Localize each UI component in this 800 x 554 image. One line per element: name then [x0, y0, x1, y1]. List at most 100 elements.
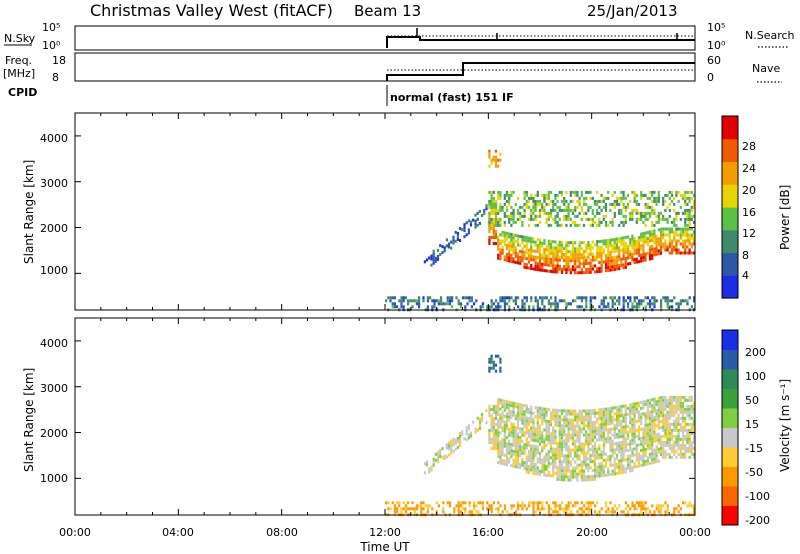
heatmap-cell [525, 416, 528, 420]
heatmap-cell [415, 299, 418, 303]
power-cbar-label: Power [dB] [778, 185, 792, 250]
heatmap-cell [554, 202, 557, 206]
heatmap-cell [593, 462, 597, 466]
heatmap-cell [554, 453, 557, 457]
heatmap-cell [644, 438, 647, 442]
heatmap-cell [534, 243, 537, 247]
heatmap-cell [519, 504, 522, 508]
heatmap-cell [688, 410, 691, 414]
heatmap-cell [560, 193, 564, 197]
heatmap-cell [426, 299, 429, 303]
heatmap-cell [618, 211, 621, 215]
heatmap-cell [686, 239, 689, 243]
heatmap-cell [499, 446, 502, 450]
heatmap-cell [459, 305, 462, 309]
heatmap-cell [479, 305, 482, 309]
power-colorbar-swatch [722, 207, 738, 231]
heatmap-cell [624, 241, 627, 245]
heatmap-cell [514, 260, 517, 264]
heatmap-cell [426, 507, 429, 511]
nave-tick-bottom: 0 [707, 71, 714, 84]
heatmap-cell [615, 432, 619, 436]
heatmap-cell [613, 243, 616, 247]
heatmap-cell [563, 265, 566, 268]
heatmap-cell [626, 448, 630, 452]
heatmap-cell [646, 196, 649, 200]
heatmap-cell [439, 455, 442, 458]
heatmap-cell [554, 462, 557, 466]
heatmap-cell [448, 299, 451, 303]
heatmap-cell [499, 254, 502, 258]
heatmap-cell [690, 236, 693, 240]
heatmap-cell [598, 305, 601, 309]
heatmap-cell [673, 440, 676, 444]
heatmap-cell [613, 469, 616, 473]
heatmap-cell [679, 422, 682, 426]
heatmap-cell [596, 450, 599, 454]
heatmap-cell [545, 196, 548, 200]
heatmap-cell [591, 424, 594, 427]
heatmap-cell [596, 255, 599, 259]
heatmap-cell [576, 510, 579, 514]
heatmap-cell [567, 256, 570, 260]
heatmap-cell [670, 422, 674, 426]
heatmap-cell [673, 407, 676, 411]
heatmap-cell [686, 196, 689, 200]
heatmap-cell [659, 233, 663, 237]
heatmap-cell [688, 251, 691, 255]
heatmap-cell [602, 199, 605, 203]
heatmap-cell [494, 158, 498, 162]
heatmap-cell [644, 305, 647, 309]
heatmap-cell [525, 245, 528, 249]
heatmap-cell [624, 217, 627, 221]
heatmap-cell [633, 414, 636, 418]
heatmap-cell [589, 190, 592, 194]
heatmap-cell [633, 196, 636, 200]
heatmap-cell [556, 447, 559, 451]
heatmap-cell [690, 452, 693, 456]
power-colorbar-swatch [722, 252, 738, 276]
heatmap-cell [589, 302, 592, 306]
heatmap-cell [532, 462, 535, 466]
heatmap-cell [499, 251, 502, 255]
heatmap-cell [591, 220, 594, 224]
heatmap-cell [598, 270, 601, 273]
heatmap-cell [609, 208, 612, 212]
heatmap-cell [655, 299, 658, 303]
heatmap-cell [593, 408, 597, 412]
heatmap-cell [684, 208, 687, 212]
heatmap-cell [536, 457, 539, 461]
heatmap-cell [679, 398, 682, 402]
heatmap-cell [582, 211, 586, 215]
heatmap-cell [569, 241, 572, 245]
heatmap-cell [497, 196, 500, 200]
heatmap-cell [589, 305, 592, 309]
heatmap-cell [571, 433, 575, 437]
heatmap-cell [585, 439, 588, 443]
heatmap-cell [613, 472, 616, 476]
heatmap-cell [523, 419, 526, 423]
heatmap-cell [615, 249, 619, 253]
heatmap-cell [447, 245, 451, 249]
heatmap-cell [554, 258, 557, 262]
heatmap-cell [668, 251, 671, 255]
heatmap-cell [547, 196, 550, 200]
heatmap-cell [629, 439, 632, 443]
heatmap-cell [476, 211, 479, 215]
heatmap-cell [596, 501, 599, 505]
heatmap-cell [585, 247, 588, 250]
power-colorbar-swatch [722, 138, 738, 163]
heatmap-cell [587, 208, 590, 212]
heatmap-cell [679, 205, 682, 209]
heatmap-cell [488, 203, 491, 206]
heatmap-cell [657, 199, 660, 203]
heatmap-cell [490, 299, 493, 303]
heatmap-cell [510, 241, 513, 245]
heatmap-cell [565, 205, 568, 209]
heatmap-cell [538, 214, 542, 218]
heatmap-cell [541, 449, 544, 453]
heatmap-cell [600, 257, 603, 261]
heatmap-cell [402, 299, 405, 303]
heatmap-cell [576, 256, 579, 260]
heatmap-cell [686, 410, 689, 414]
